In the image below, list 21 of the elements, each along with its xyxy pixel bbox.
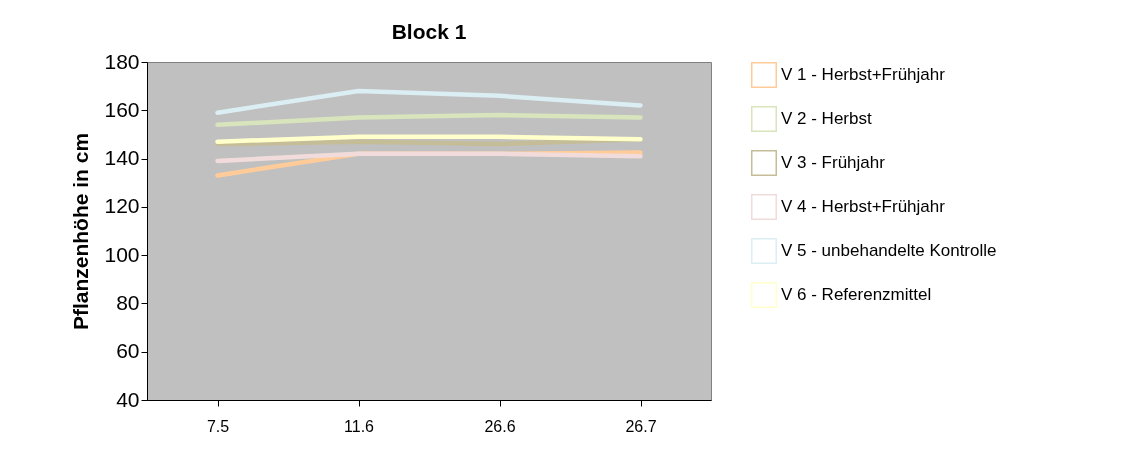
legend-label: V 6 - Referenzmittel xyxy=(781,285,932,304)
legend-label: V 4 - Herbst+Frühjahr xyxy=(781,197,946,216)
legend-label: V 2 - Herbst xyxy=(781,109,872,128)
legend-label: V 5 - unbehandelte Kontrolle xyxy=(781,241,997,260)
y-tick-label: 140 xyxy=(104,146,140,170)
chart-title: Block 1 xyxy=(391,20,467,43)
y-tick-label: 60 xyxy=(116,339,140,363)
y-tick-label: 80 xyxy=(116,290,140,314)
y-tick-label: 100 xyxy=(104,242,140,266)
line-series xyxy=(215,88,643,115)
y-axis-title: Pflanzenhöhe in cm xyxy=(69,132,93,331)
x-tick-label: 26.7 xyxy=(625,417,657,435)
x-tick-label: 11.6 xyxy=(344,417,375,435)
x-tick-label: 7.5 xyxy=(206,417,230,435)
y-tick-label: 40 xyxy=(116,387,140,411)
y-tick-label: 120 xyxy=(104,194,140,218)
y-tick-label: 160 xyxy=(104,97,140,121)
legend-label: V 3 - Frühjahr xyxy=(781,153,886,172)
x-tick-label: 26.6 xyxy=(484,417,516,435)
y-tick-label: 180 xyxy=(104,49,140,73)
legend-label: V 1 - Herbst+Frühjahr xyxy=(781,65,946,84)
